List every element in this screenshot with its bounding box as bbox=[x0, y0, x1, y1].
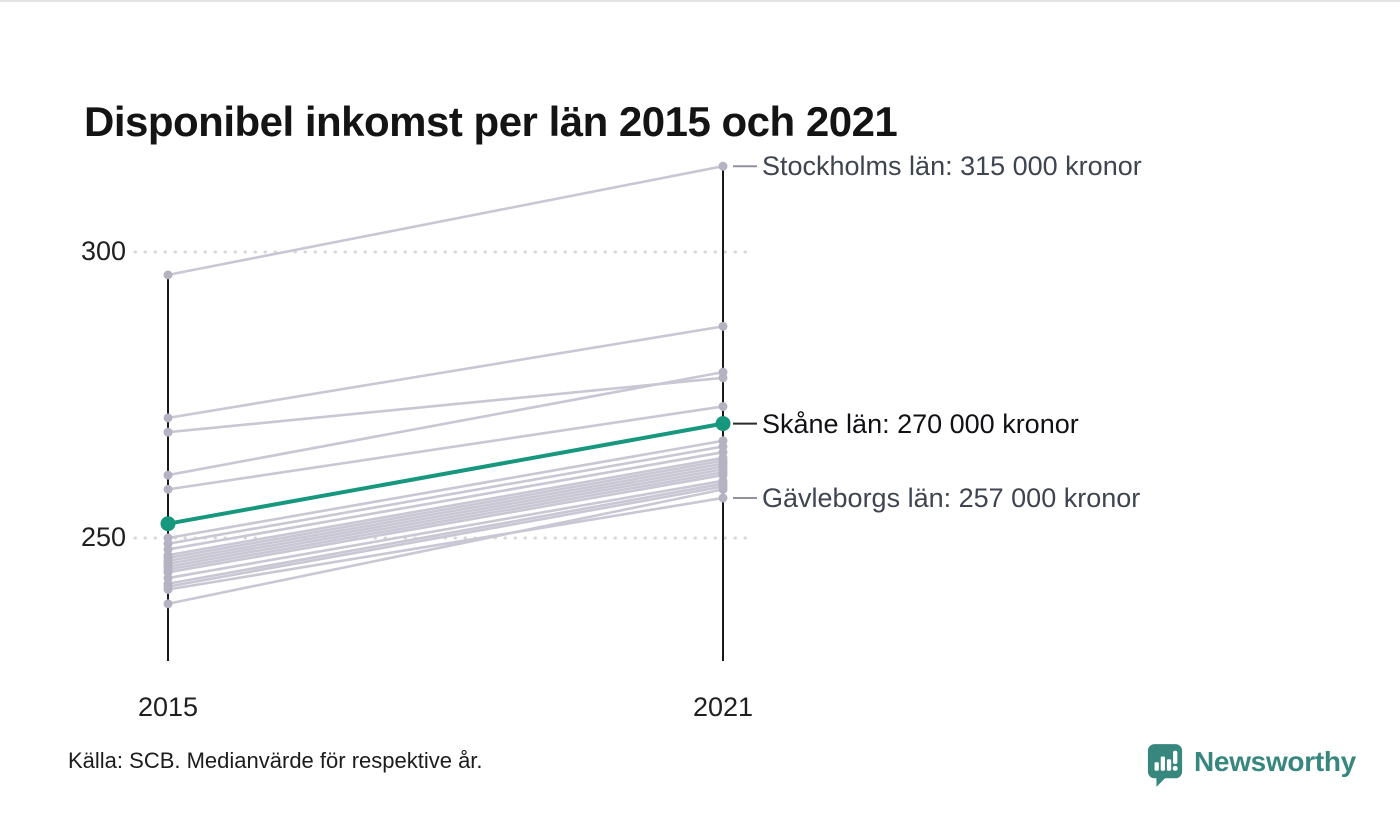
newsworthy-logo-icon bbox=[1147, 744, 1183, 787]
brand-lockup: Newsworthy bbox=[1146, 742, 1356, 788]
annotation-stockholm: Stockholms län: 315 000 kronor bbox=[762, 151, 1142, 182]
slope-line bbox=[167, 325, 724, 420]
data-point-2015 bbox=[163, 270, 173, 280]
page-title: Disponibel inkomst per län 2015 och 2021 bbox=[84, 98, 898, 146]
slope-line bbox=[167, 370, 724, 477]
slope-line-highlight bbox=[167, 421, 724, 526]
annotation-skane: Skåne län: 270 000 kronor bbox=[762, 408, 1079, 439]
slope-line bbox=[167, 456, 724, 557]
x-axis-label-2015: 2015 bbox=[137, 692, 199, 722]
y-axis-tick-300: 300 bbox=[80, 236, 126, 266]
data-point-2021 bbox=[718, 321, 728, 331]
data-point-2015 bbox=[163, 484, 173, 494]
x-axis-label-2021: 2021 bbox=[692, 692, 754, 722]
slope-line bbox=[167, 439, 724, 540]
data-point-2015 bbox=[163, 427, 173, 437]
slope-line bbox=[167, 479, 724, 580]
slope-line bbox=[167, 488, 724, 606]
slope-line bbox=[167, 468, 724, 568]
data-point-2021 bbox=[718, 493, 728, 503]
slope-line bbox=[167, 482, 724, 586]
data-point-2015 bbox=[163, 470, 173, 480]
slope-line bbox=[167, 465, 724, 566]
slope-line bbox=[167, 164, 724, 277]
slope-line bbox=[167, 405, 724, 491]
top-border bbox=[0, 0, 1400, 2]
y-axis-tick-250: 250 bbox=[80, 522, 126, 552]
data-point-2015 bbox=[163, 584, 173, 594]
data-point-highlight-2015 bbox=[160, 516, 176, 532]
data-point-2021 bbox=[718, 367, 728, 377]
annotation-gavleborg: Gävleborgs län: 257 000 kronor bbox=[762, 482, 1141, 513]
slope-line bbox=[167, 459, 724, 560]
slope-line bbox=[167, 462, 724, 563]
slope-line bbox=[167, 376, 724, 434]
source-note: Källa: SCB. Medianvärde för respektive å… bbox=[68, 748, 483, 773]
data-point-2021 bbox=[718, 484, 728, 494]
slope-line bbox=[167, 496, 724, 591]
data-point-2021 bbox=[718, 161, 728, 171]
brand-name: Newsworthy bbox=[1194, 746, 1356, 777]
data-point-2015 bbox=[163, 413, 173, 423]
slope-line bbox=[167, 473, 724, 574]
slope-line bbox=[167, 485, 724, 588]
data-point-2015 bbox=[163, 599, 173, 609]
slope-line bbox=[167, 445, 724, 546]
data-point-2021 bbox=[718, 401, 728, 411]
data-point-highlight-2021 bbox=[715, 416, 731, 432]
slope-line bbox=[167, 470, 724, 571]
slope-line bbox=[167, 450, 724, 551]
